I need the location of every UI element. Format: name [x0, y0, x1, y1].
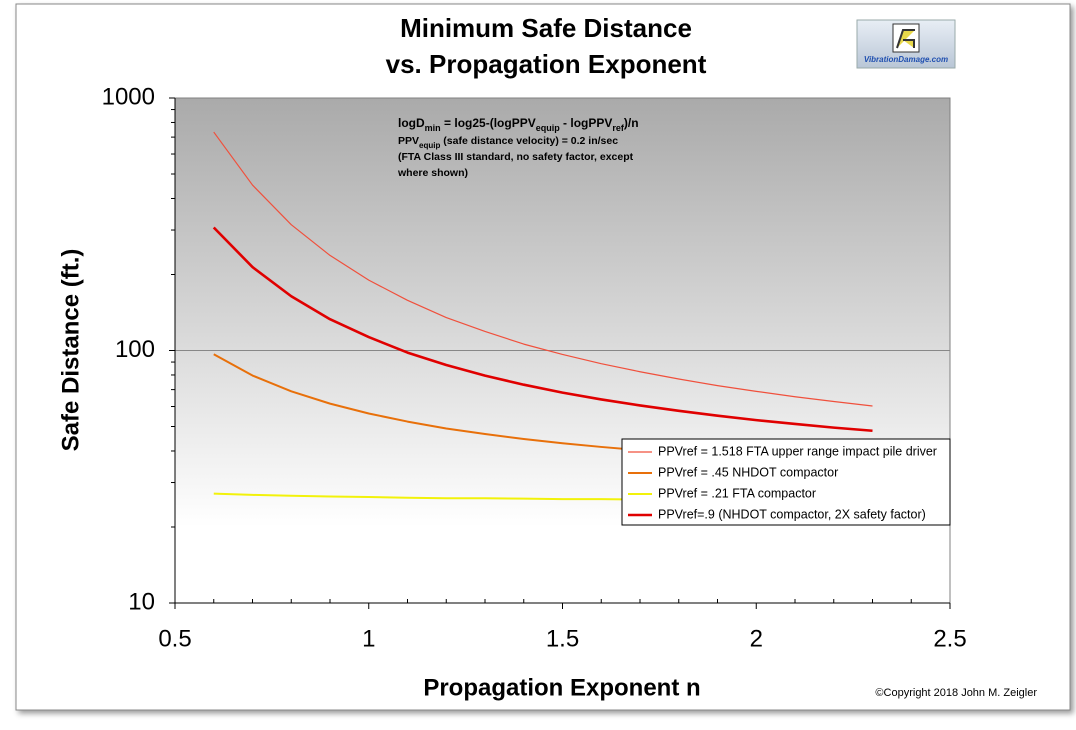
legend-label: PPVref = .45 NHDOT compactor: [658, 465, 838, 479]
y-tick-label: 10: [128, 588, 155, 615]
x-tick-label: 2: [750, 625, 763, 652]
annotation-segment: PPV: [398, 135, 419, 147]
legend-box: [621, 438, 951, 526]
legend-label: PPVref=.9 (NHDOT compactor, 2X safety fa…: [658, 507, 926, 521]
annotation: where shown): [397, 167, 468, 179]
series-line: [213, 131, 873, 407]
x-tick-label: 1: [362, 625, 375, 652]
x-axis-title: Propagation Exponent n: [423, 674, 700, 701]
annotation-segment: (safe distance velocity) = 0.2 in/sec: [440, 135, 618, 147]
chart-title: vs. Propagation Exponent: [386, 49, 707, 79]
x-tick-label: 2.5: [933, 625, 966, 652]
annotation-segment: - logPPV: [560, 116, 613, 130]
logo-text: VibrationDamage.com: [864, 55, 948, 64]
legend-label: PPVref = .21 FTA compactor: [658, 486, 816, 500]
x-tick-label: 0.5: [158, 625, 191, 652]
annotation-segment: = log25-(logPPV: [441, 116, 536, 130]
annotation-segment: )/n: [624, 116, 639, 130]
chart-title: Minimum Safe Distance: [400, 13, 692, 43]
logo-icon: [896, 29, 915, 49]
x-tick-label: 1.5: [546, 625, 579, 652]
annotation-segment: min: [425, 123, 441, 133]
annotation-segment: (FTA Class III standard, no safety facto…: [398, 151, 634, 163]
annotation-segment: equip: [419, 141, 440, 150]
annotation-segment: where shown): [397, 167, 468, 179]
annotation-segment: logD: [398, 116, 425, 130]
legend: PPVref = 1.518 FTA upper range impact pi…: [621, 438, 951, 526]
logo: VibrationDamage.com: [856, 19, 956, 69]
y-axis-title: Safe Distance (ft.): [57, 249, 84, 452]
annotation-segment: ref: [612, 123, 625, 133]
legend-label: PPVref = 1.518 FTA upper range impact pi…: [658, 444, 937, 458]
annotation: logDmin = log25-(logPPVequip - logPPVref…: [398, 116, 639, 133]
annotation: (FTA Class III standard, no safety facto…: [398, 151, 634, 163]
y-tick-label: 1000: [102, 83, 155, 110]
copyright: ©Copyright 2018 John M. Zeigler: [875, 687, 1037, 699]
annotation-segment: equip: [536, 123, 561, 133]
y-tick-label: 100: [115, 336, 155, 363]
series-line: [212, 226, 873, 433]
annotation: PPVequip (safe distance velocity) = 0.2 …: [398, 135, 618, 150]
